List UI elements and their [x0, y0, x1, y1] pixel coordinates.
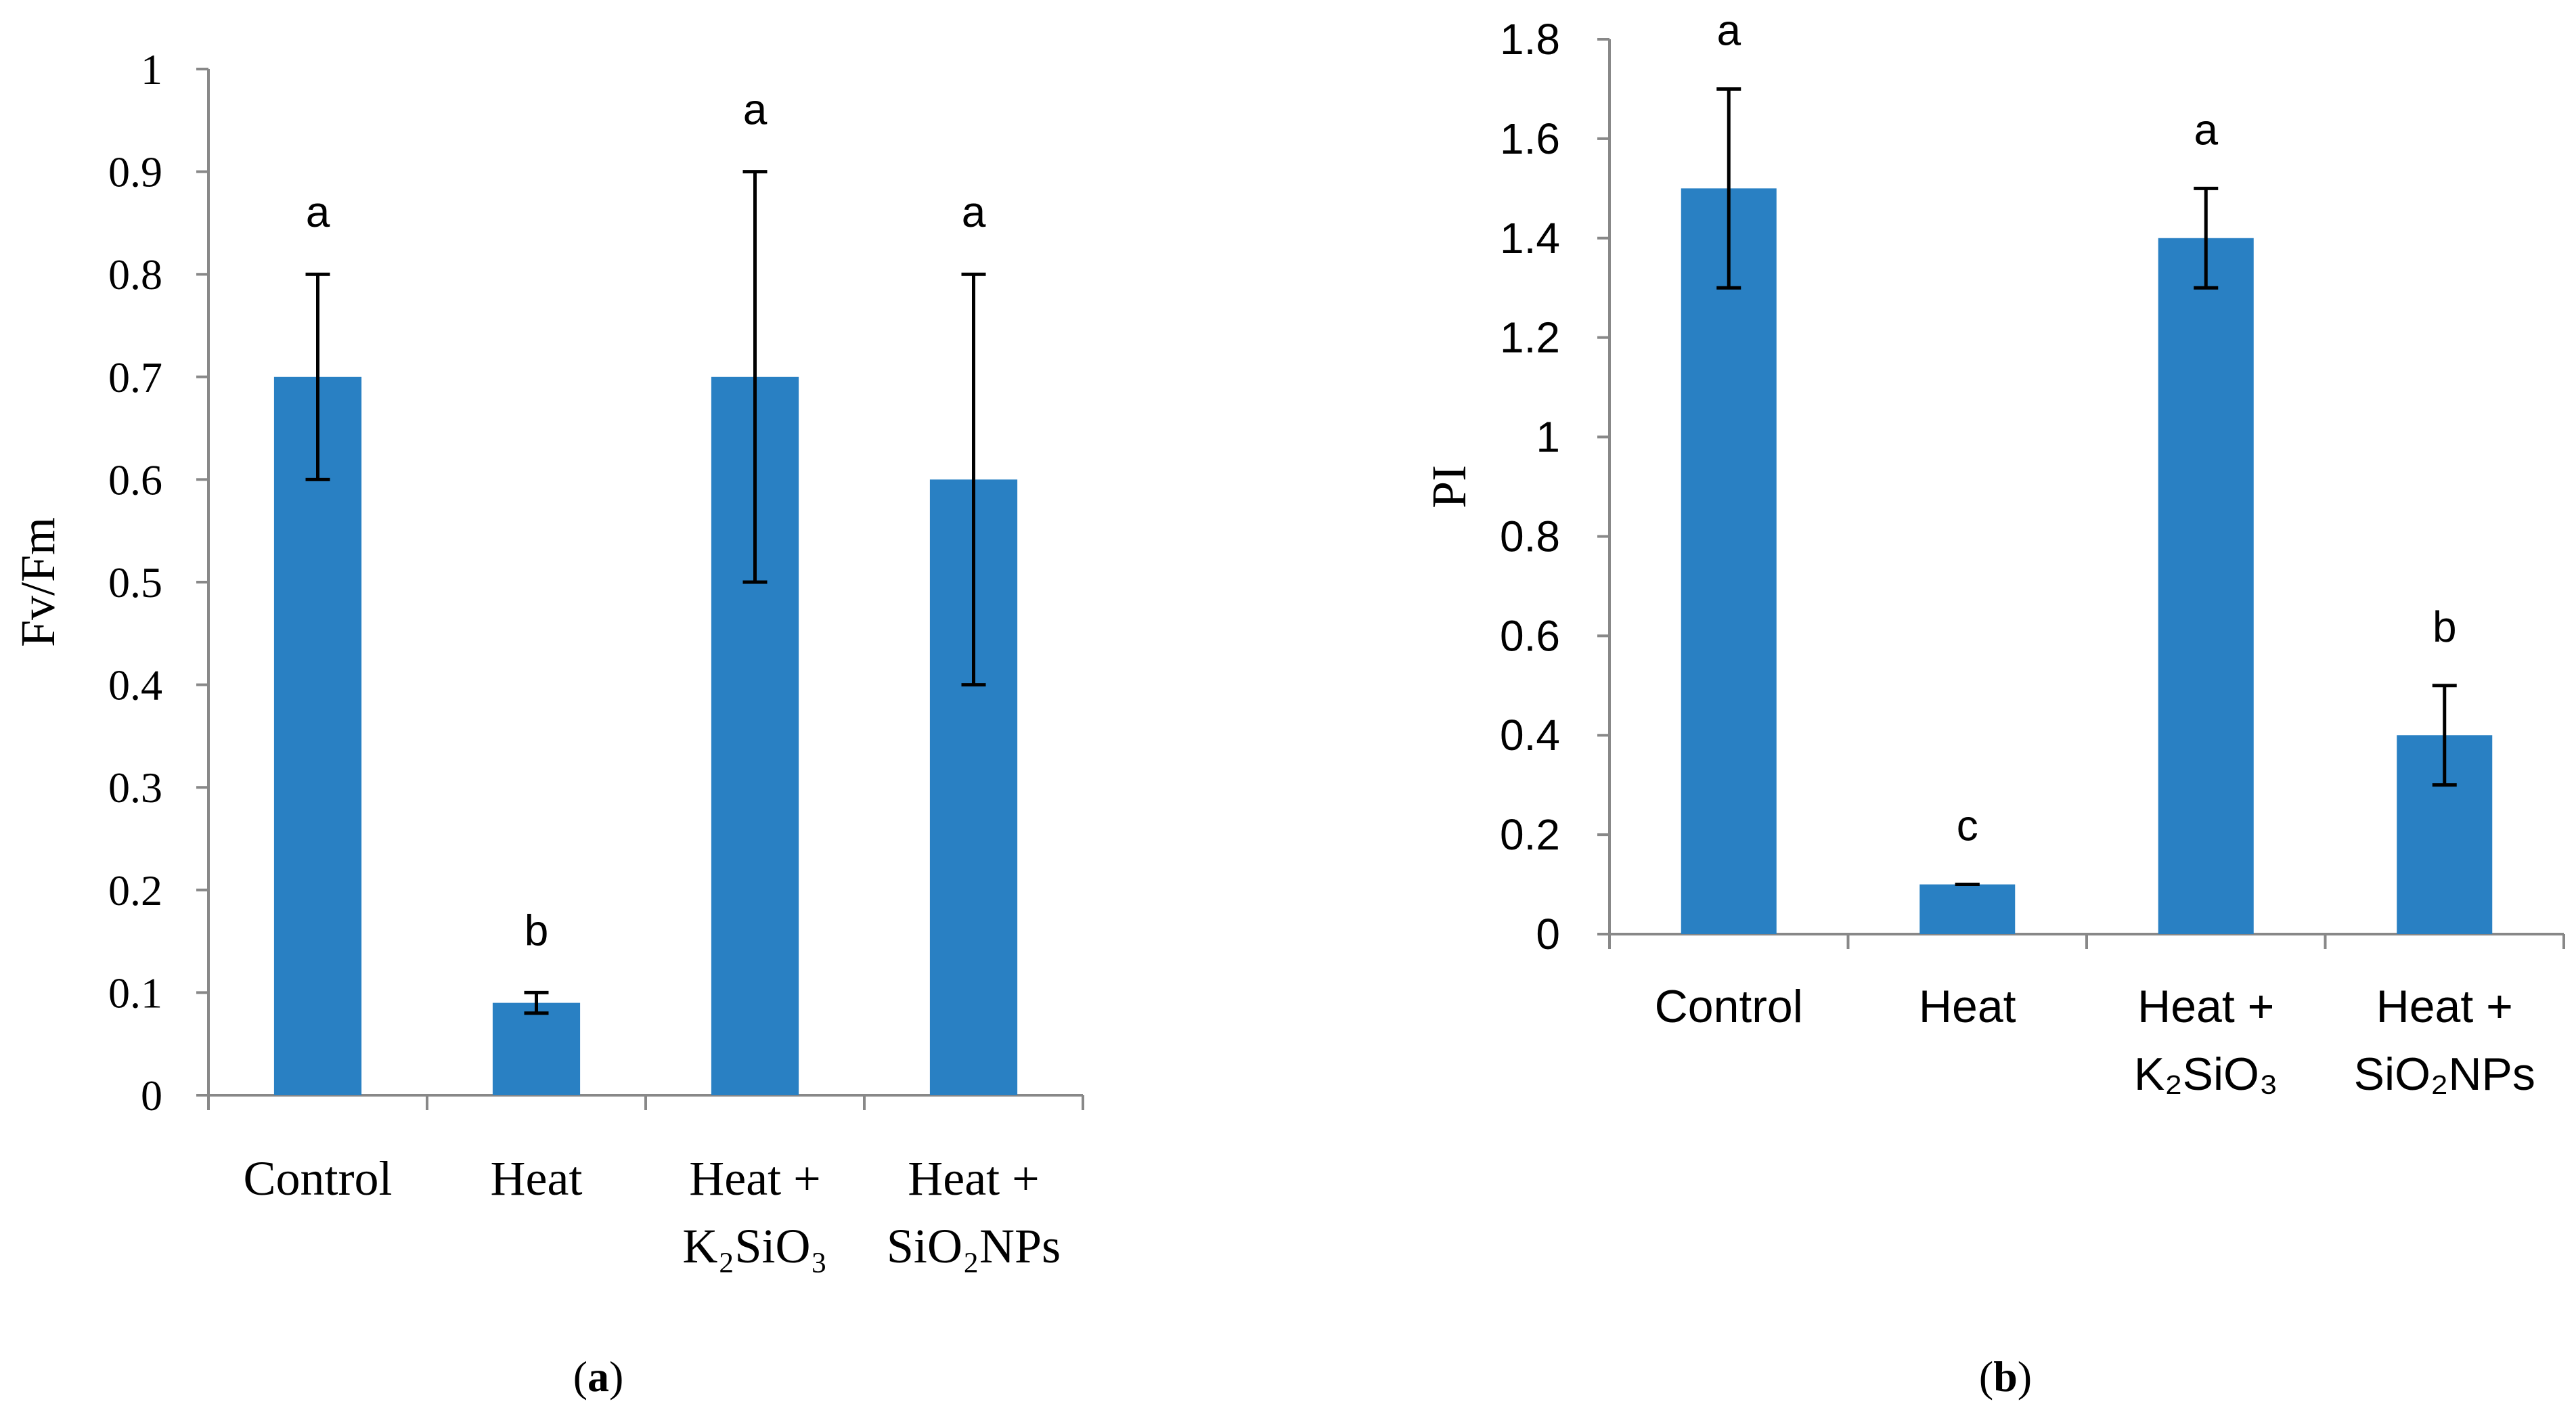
y-tick-label: 0.4 [108, 661, 162, 709]
bar [273, 376, 362, 1095]
significance-letter: a [962, 187, 986, 236]
y-tick-label: 0.8 [1500, 512, 1560, 560]
y-tick-label: 0.2 [1500, 810, 1560, 859]
x-category-label: Heat [1919, 981, 2016, 1032]
y-tick-label: 0.6 [108, 456, 162, 504]
x-category-label: Heat + [2376, 981, 2513, 1032]
bar [1919, 884, 2016, 934]
bar [492, 1002, 581, 1095]
y-axis-label: PI [1422, 465, 1476, 508]
significance-letter: c [1957, 801, 1978, 850]
significance-letter: b [2433, 602, 2457, 651]
y-tick-label: 1 [1536, 413, 1560, 462]
x-category-label: K₂SiO₃ [682, 1219, 827, 1273]
bar [1681, 188, 1777, 934]
y-tick-label: 0.5 [108, 558, 162, 606]
y-tick-label: 0.2 [108, 866, 162, 914]
y-tick-label: 0 [141, 1072, 162, 1120]
x-category-label: SiO₂NPs [2354, 1049, 2535, 1100]
significance-letter: b [525, 906, 549, 954]
y-axis-label: Fv/Fm [11, 517, 65, 647]
y-tick-label: 0.4 [1500, 711, 1560, 759]
y-tick-label: 0 [1536, 910, 1560, 958]
y-tick-label: 1.6 [1500, 114, 1560, 163]
x-category-label: Heat + [689, 1151, 821, 1206]
x-category-label: Control [243, 1151, 392, 1206]
significance-letter: a [306, 187, 330, 236]
x-category-label: SiO₂NPs [887, 1219, 1061, 1273]
chart-panel-b: 0 0.2 0.4 0.6 0.8 1 1.2 1.4 1.6 1.8 PI a Control c Hea… [1422, 5, 2565, 1400]
x-category-label: K₂SiO₃ [2134, 1049, 2278, 1100]
x-category-label: Heat + [2137, 981, 2274, 1032]
y-tick-label: 0.8 [108, 250, 162, 299]
significance-letter: a [743, 85, 768, 134]
bar [2158, 238, 2254, 934]
panel-label: (a) [573, 1352, 624, 1400]
y-tick-label: 1 [141, 45, 162, 93]
y-tick-label: 1.8 [1500, 15, 1560, 64]
panel-label: (b) [1979, 1352, 2032, 1400]
y-tick-label: 0.3 [108, 764, 162, 812]
y-tick-label: 1.4 [1500, 214, 1560, 263]
x-category-label: Control [1655, 981, 1803, 1032]
x-category-label: Heat [491, 1151, 583, 1206]
y-tick-label: 0.7 [108, 353, 162, 401]
x-category-label: Heat + [908, 1151, 1040, 1206]
y-tick-label: 0.1 [108, 969, 162, 1017]
significance-letter: a [2194, 105, 2218, 154]
chart-panel-a: 0 0.1 0.2 0.3 0.4 0.5 0.6 0.7 0.8 0.9 1 Fv/Fm a Contr… [11, 45, 1084, 1400]
y-tick-label: 1.2 [1500, 313, 1560, 362]
y-tick-label: 0.6 [1500, 611, 1560, 660]
significance-letter: a [1716, 5, 1741, 54]
y-tick-label: 0.9 [108, 148, 162, 196]
